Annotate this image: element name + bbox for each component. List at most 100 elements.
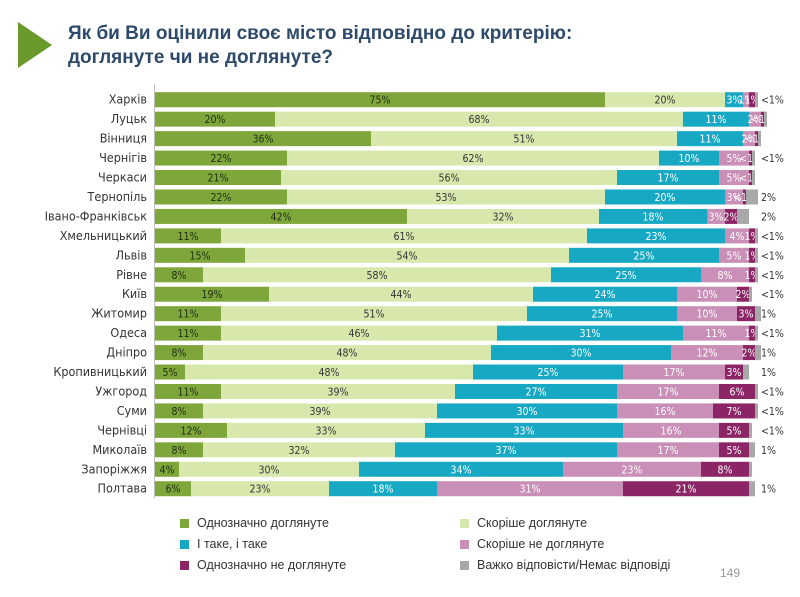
legend-item: Скоріше не доглянуте: [460, 537, 604, 551]
bar-segment: [491, 345, 671, 361]
data-label: 51%: [364, 309, 385, 321]
bar-segment: [221, 306, 527, 322]
bar-segment: [155, 422, 227, 438]
bar-segment: [425, 422, 623, 438]
data-label: 75%: [370, 95, 391, 107]
bar-segment: [605, 189, 725, 205]
bar-segment: [737, 208, 749, 224]
data-label: 6%: [166, 484, 181, 496]
data-label: 2%: [761, 192, 776, 204]
bar-segment: [755, 383, 758, 399]
data-label: 30%: [571, 348, 592, 360]
data-label: 4%: [160, 464, 175, 476]
data-label: 8%: [172, 348, 187, 360]
legend-swatch: [460, 539, 469, 549]
bar-segment: [725, 364, 743, 380]
bar-segment: [287, 189, 605, 205]
bar-segment: [755, 131, 758, 147]
bar-segment: [743, 131, 755, 147]
data-label: 3%: [727, 367, 742, 379]
data-label: 58%: [367, 270, 388, 282]
data-label: 20%: [205, 114, 226, 126]
bar-segment: [719, 383, 755, 399]
bar-segment: [155, 267, 203, 283]
data-label: 30%: [259, 464, 280, 476]
data-label: 39%: [328, 386, 349, 398]
data-label: 48%: [319, 367, 340, 379]
data-label: <1%: [761, 289, 784, 301]
data-label: 19%: [202, 289, 223, 301]
bar-segment: [755, 267, 758, 283]
bar-segment: [203, 267, 551, 283]
data-label: 2%: [724, 211, 739, 223]
bar-segment: [749, 170, 752, 186]
data-label: 2%: [742, 348, 757, 360]
data-label: 25%: [616, 270, 637, 282]
bar-segment: [623, 481, 749, 497]
data-label: 27%: [526, 386, 547, 398]
bar-segment: [155, 325, 221, 341]
data-label: 33%: [514, 425, 535, 437]
bar-segment: [749, 267, 755, 283]
bar-segment: [755, 306, 761, 322]
bar-segment: [701, 267, 749, 283]
bar-segment: [155, 403, 203, 419]
bar-segment: [755, 325, 758, 341]
data-label: 3%: [709, 211, 724, 223]
bar-segment: [677, 131, 743, 147]
data-label: 2%: [748, 114, 763, 126]
bar-segment: [755, 228, 758, 244]
bar-segment: [275, 111, 683, 127]
bar-segment: [371, 131, 677, 147]
legend-item: Скоріше доглянуте: [460, 516, 587, 530]
data-label: <1%: [761, 250, 784, 262]
data-label: 42%: [271, 211, 292, 223]
bar-segment: [533, 286, 677, 302]
bar-segment: [185, 364, 473, 380]
data-label: 16%: [661, 425, 682, 437]
data-label: 25%: [592, 309, 613, 321]
legend-label: Скоріше не доглянуте: [477, 537, 605, 551]
bar-segment: [155, 286, 269, 302]
bar-segment: [605, 92, 725, 108]
category-label: Суми: [117, 403, 147, 418]
legend-swatch: [180, 518, 189, 528]
category-label: Полтава: [98, 481, 148, 496]
data-label: 24%: [595, 289, 616, 301]
data-label: 36%: [253, 134, 274, 146]
bar-segment: [749, 286, 752, 302]
bar-segment: [743, 345, 755, 361]
data-label: 5%: [727, 250, 742, 262]
category-label: Рівне: [116, 267, 147, 282]
data-label: 2%: [736, 289, 751, 301]
bar-segment: [155, 306, 221, 322]
category-label: Дніпро: [106, 345, 147, 360]
bar-segment: [473, 364, 623, 380]
category-label: Тернопіль: [87, 189, 147, 204]
category-label: Кропивницький: [53, 364, 147, 379]
bar-segment: [719, 422, 749, 438]
bar-segment: [725, 189, 743, 205]
data-label: 8%: [718, 270, 733, 282]
data-label: 12%: [181, 425, 202, 437]
data-label: 1%: [761, 309, 776, 321]
bar-segment: [758, 131, 761, 147]
chart-title-line1: Як би Ви оцінили своє місто відповідно д…: [68, 23, 573, 44]
bar-segment: [749, 92, 755, 108]
bar-segment: [155, 481, 191, 497]
data-label: 1%: [761, 484, 776, 496]
data-label: 21%: [676, 484, 697, 496]
data-label: 17%: [658, 445, 679, 457]
data-label: <1%: [739, 153, 762, 165]
page-number: 149: [719, 566, 740, 580]
bar-segment: [155, 364, 185, 380]
data-label: 11%: [706, 328, 727, 340]
data-label: 11%: [178, 386, 199, 398]
category-label: Запоріжжя: [81, 461, 147, 476]
data-label: 32%: [289, 445, 310, 457]
bar-segment: [563, 461, 701, 477]
bar-segment: [437, 481, 623, 497]
legend-item: І таке, і таке: [180, 537, 267, 551]
bar-segment: [743, 92, 749, 108]
data-label: 10%: [697, 309, 718, 321]
